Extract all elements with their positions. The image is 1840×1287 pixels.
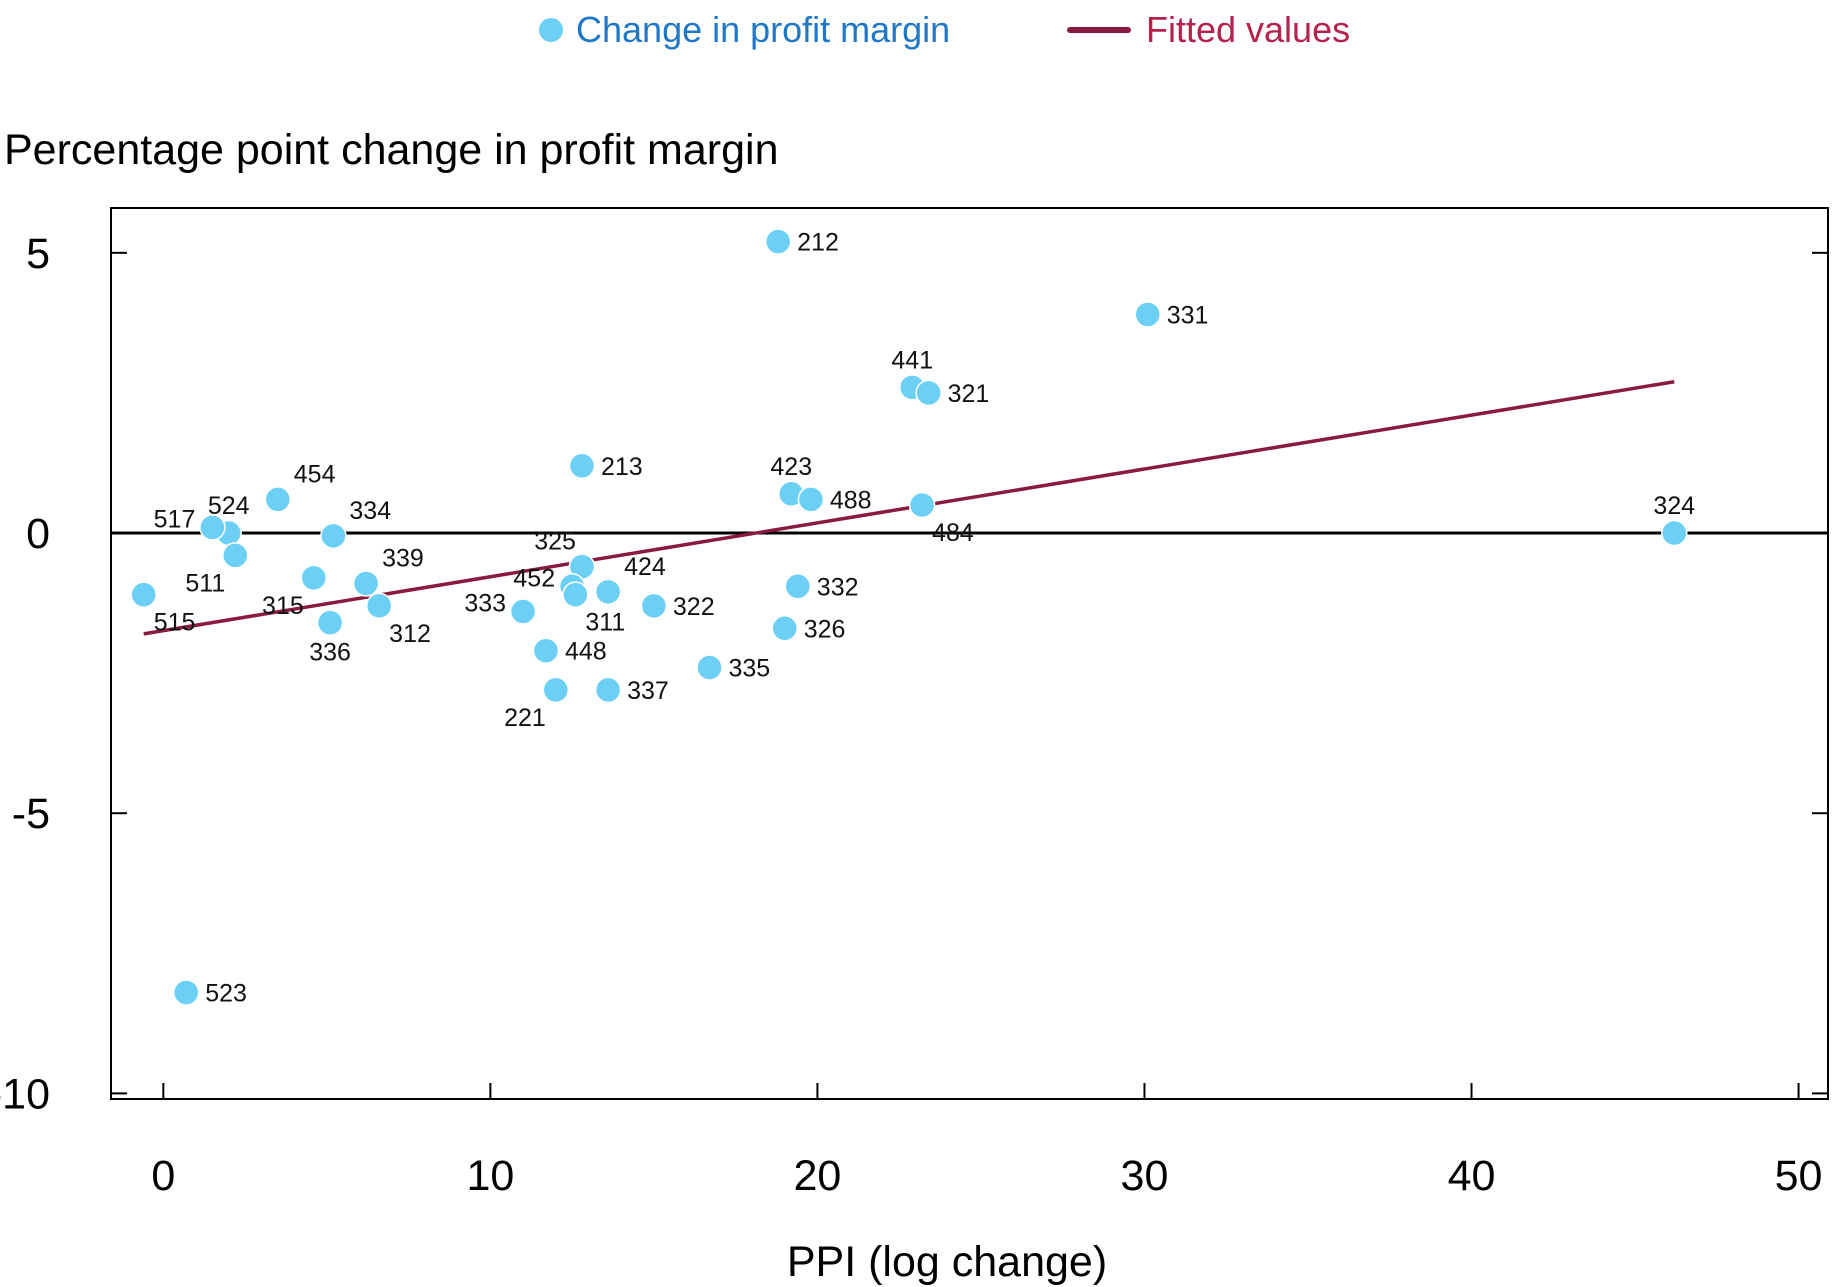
data-point-326	[771, 615, 798, 642]
data-point-315	[300, 564, 328, 592]
data-point-448	[532, 637, 560, 664]
data-point-321	[915, 379, 942, 407]
data-point-335	[696, 654, 723, 681]
point-label-312: 312	[389, 620, 431, 648]
data-point-334	[320, 522, 347, 550]
y-axis-title: Percentage point change in profit margin	[4, 126, 778, 174]
x-tick-label: 40	[1448, 1152, 1496, 1200]
plot-area	[110, 207, 1829, 1100]
point-label-212: 212	[797, 229, 839, 257]
fitted-values-line	[143, 379, 1675, 636]
y-tick-label: 5	[26, 230, 50, 278]
data-point-324	[1661, 519, 1688, 547]
point-label-333: 333	[464, 589, 506, 617]
data-point-337	[594, 676, 622, 704]
x-axis: 0 10 20 30 40 50	[151, 1083, 1822, 1200]
point-label-517: 517	[154, 505, 196, 533]
legend-fitted-label: Fitted values	[1146, 9, 1350, 50]
fitted-line-group	[143, 379, 1675, 636]
legend-entry-fitted: Fitted values	[1067, 9, 1350, 50]
point-label-335: 335	[728, 655, 770, 683]
point-label-334: 334	[349, 497, 391, 525]
point-label-424: 424	[624, 553, 666, 581]
x-tick-label: 0	[151, 1152, 175, 1200]
point-label-321: 321	[948, 380, 990, 408]
data-point-312	[365, 592, 393, 620]
data-point-336	[316, 609, 344, 636]
x-tick-label: 20	[794, 1152, 842, 1200]
data-point-484	[908, 491, 936, 519]
point-label-423: 423	[770, 453, 812, 481]
point-label-523: 523	[205, 980, 247, 1008]
point-label-325: 325	[534, 528, 576, 556]
y-tick-label: -5	[12, 790, 50, 838]
point-label-331: 331	[1167, 301, 1209, 329]
data-point-221	[542, 676, 570, 704]
point-label-322: 322	[673, 593, 715, 621]
data-point-332	[784, 573, 812, 600]
data-point-331	[1134, 301, 1161, 328]
point-label-221: 221	[504, 704, 546, 732]
point-label-448: 448	[565, 638, 607, 666]
x-tick-label: 10	[466, 1152, 514, 1200]
x-axis-title: PPI (log change)	[787, 1238, 1107, 1286]
x-tick-label: 30	[1121, 1152, 1169, 1200]
data-point-212	[764, 228, 792, 255]
data-point-523	[172, 979, 200, 1006]
point-label-515: 515	[154, 609, 196, 637]
point-label-326: 326	[804, 615, 846, 643]
data-point-517	[199, 514, 226, 541]
data-point-333	[509, 598, 537, 625]
data-point-213	[568, 452, 596, 480]
data-point-515	[130, 581, 157, 608]
legend-scatter-marker	[539, 18, 563, 42]
y-tick-label: 0	[26, 510, 50, 558]
point-label-488: 488	[830, 486, 872, 514]
point-label-452: 452	[513, 564, 555, 592]
point-label-484: 484	[932, 519, 974, 547]
point-label-441: 441	[891, 346, 933, 374]
x-tick-label: 50	[1775, 1152, 1823, 1200]
legend-entry-scatter: Change in profit margin	[539, 9, 950, 50]
point-label-454: 454	[294, 460, 336, 488]
point-label-511: 511	[185, 569, 225, 597]
data-point-511	[222, 542, 249, 569]
data-point-322	[640, 592, 668, 620]
point-label-336: 336	[309, 639, 351, 667]
data-point-311	[562, 581, 589, 608]
point-label-311: 311	[585, 609, 625, 637]
legend: Change in profit margin Fitted values	[539, 9, 1350, 50]
data-point-454	[264, 486, 292, 513]
data-point-424	[594, 578, 622, 606]
data-point-488	[797, 486, 825, 513]
legend-scatter-label: Change in profit margin	[576, 9, 950, 50]
point-label-339: 339	[382, 544, 424, 572]
point-label-324: 324	[1653, 492, 1695, 520]
point-label-213: 213	[601, 453, 643, 481]
data-point-339	[352, 570, 380, 597]
point-label-332: 332	[817, 573, 859, 601]
point-label-337: 337	[627, 677, 669, 705]
point-label-315: 315	[262, 592, 304, 620]
y-tick-label: -10	[0, 1070, 50, 1118]
